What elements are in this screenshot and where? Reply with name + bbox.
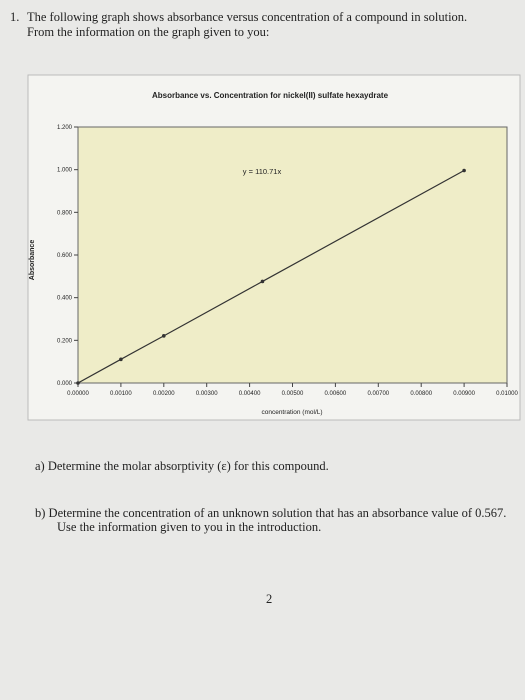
y-tick-label: 1.000 bbox=[57, 168, 73, 174]
y-tick-label: 0.800 bbox=[57, 210, 73, 216]
question-b: b) Determine the concentration of an unk… bbox=[35, 506, 507, 520]
y-tick-label: 0.400 bbox=[57, 296, 73, 302]
y-tick-label: 0.200 bbox=[57, 338, 73, 344]
data-point bbox=[162, 334, 166, 338]
x-tick-label: 0.00400 bbox=[239, 391, 261, 397]
x-axis-title: concentration (mol/L) bbox=[261, 409, 322, 416]
x-tick-label: 0.00800 bbox=[410, 391, 432, 397]
page-number: 2 bbox=[266, 592, 273, 606]
x-tick-label: 0.01000 bbox=[496, 391, 518, 397]
equation: y = 110.71x bbox=[243, 167, 282, 176]
x-tick-label: 0.00900 bbox=[453, 391, 475, 397]
data-point bbox=[76, 381, 80, 385]
data-point bbox=[119, 357, 123, 362]
intro-line: The following graph shows absorbance ver… bbox=[27, 10, 468, 24]
x-tick-label: 0.00600 bbox=[325, 391, 347, 397]
x-tick-label: 0.00500 bbox=[282, 391, 304, 397]
question-number: 1. bbox=[10, 10, 20, 24]
x-tick-label: 0.00000 bbox=[67, 391, 89, 397]
x-tick-label: 0.00700 bbox=[367, 391, 389, 397]
y-tick-label: 0.000 bbox=[57, 381, 73, 387]
chart-title: Absorbance vs. Concentration for nickel(… bbox=[152, 91, 389, 100]
data-point bbox=[260, 279, 265, 284]
x-tick-label: 0.00100 bbox=[110, 391, 132, 397]
question-b: Use the information given to you in the … bbox=[57, 520, 322, 534]
data-point bbox=[462, 168, 466, 173]
question-a: a) Determine the molar absorptivity (ε) … bbox=[35, 459, 329, 473]
y-tick-label: 0.600 bbox=[57, 253, 73, 259]
plot-area bbox=[77, 126, 508, 384]
y-axis-title: Absorbance bbox=[29, 240, 36, 281]
y-tick-label: 1.200 bbox=[57, 125, 73, 131]
intro-line: From the information on the graph given … bbox=[27, 25, 270, 39]
x-tick-label: 0.00300 bbox=[196, 391, 218, 397]
x-tick-label: 0.00200 bbox=[153, 391, 175, 397]
